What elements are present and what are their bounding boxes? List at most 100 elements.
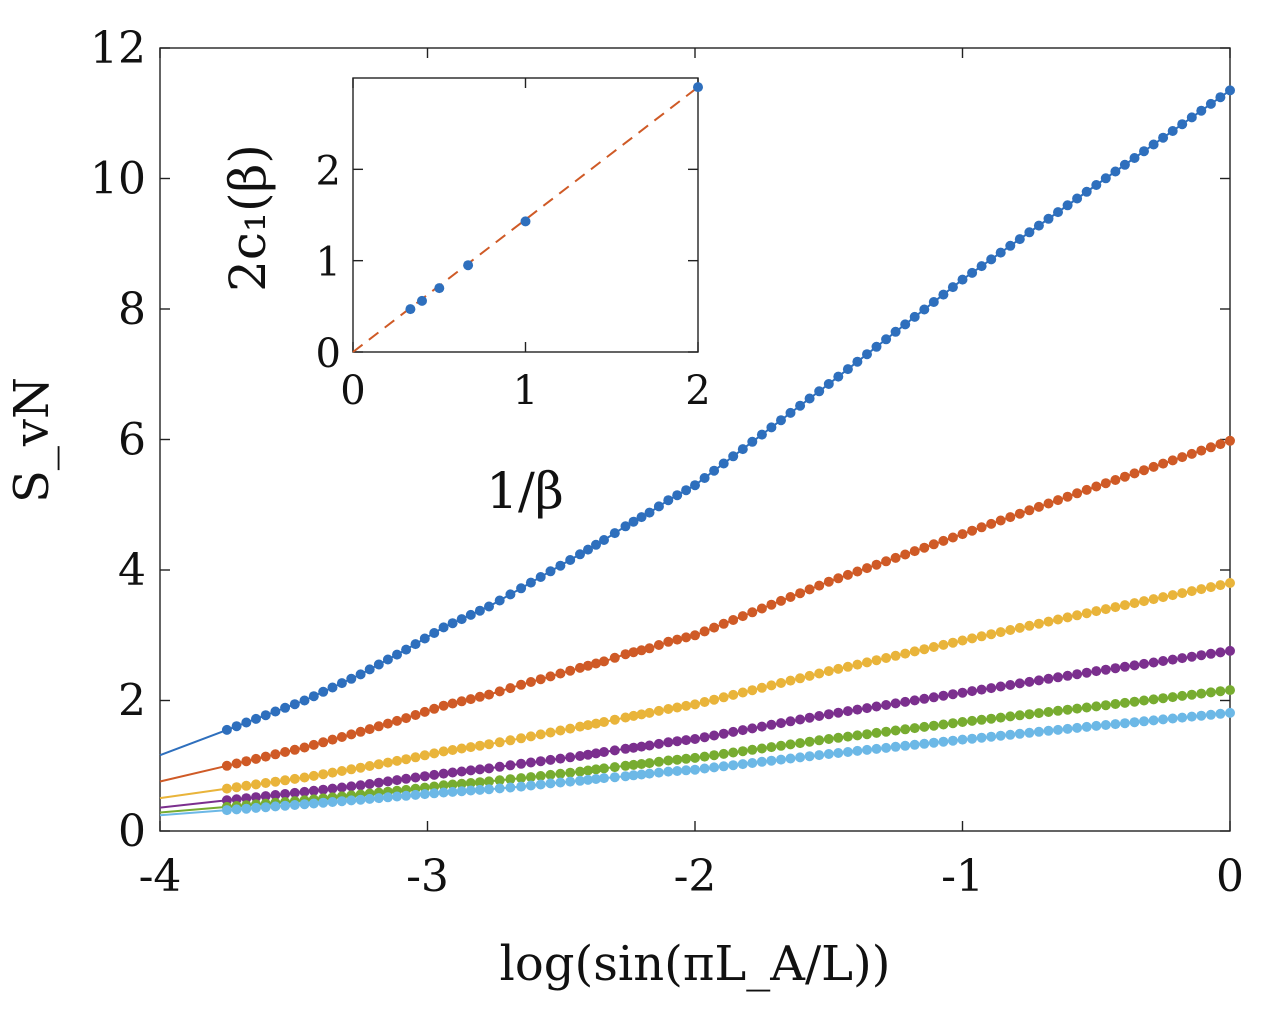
data-point (881, 742, 892, 753)
data-point (494, 595, 505, 606)
data-point (1139, 716, 1149, 727)
data-point (308, 798, 319, 809)
data-point (747, 607, 758, 618)
data-point (318, 686, 329, 697)
data-point (1005, 512, 1016, 523)
data-point (1014, 710, 1025, 721)
data-point (494, 737, 505, 748)
data-point (690, 734, 700, 744)
y-tick-label: 8 (118, 284, 146, 335)
data-point (260, 802, 271, 813)
data-point (814, 386, 825, 397)
data-point (947, 689, 958, 700)
data-point (583, 765, 593, 776)
data-point (690, 480, 700, 491)
x-tick-label: 1 (513, 368, 538, 414)
data-point (318, 769, 329, 780)
data-point (565, 555, 576, 565)
data-point (221, 805, 232, 816)
data-point (976, 684, 987, 695)
data-point (957, 529, 968, 540)
data-point (737, 725, 748, 736)
y-tick-label: 0 (316, 331, 341, 377)
data-point (599, 747, 609, 757)
data-point (1024, 676, 1035, 687)
data-point (1167, 654, 1178, 665)
data-point (1110, 475, 1121, 485)
data-point (260, 751, 271, 762)
data-point (516, 733, 527, 744)
data-point (447, 618, 458, 629)
data-point (947, 735, 958, 746)
data-point (299, 772, 310, 783)
data-point (280, 747, 291, 757)
data-point (456, 778, 467, 789)
data-point (364, 761, 375, 771)
data-point (1186, 689, 1197, 700)
data-point (1215, 708, 1226, 719)
data-point (545, 754, 556, 765)
data-point (535, 779, 546, 790)
data-point (1024, 727, 1035, 738)
data-point (565, 665, 576, 676)
data-point (505, 774, 516, 785)
data-point (728, 760, 739, 771)
data-point (591, 748, 601, 759)
data-point (833, 748, 844, 758)
data-point (663, 737, 674, 748)
data-point (776, 678, 786, 688)
data-point (382, 654, 393, 665)
data-point (1139, 658, 1149, 669)
data-point (484, 689, 494, 700)
data-point (1110, 663, 1121, 674)
data-point (289, 699, 300, 710)
data-point (709, 622, 720, 633)
data-point (653, 501, 664, 512)
x-tick-label: 0 (1216, 851, 1244, 902)
data-point (737, 687, 748, 698)
data-point (663, 755, 674, 766)
data-point (756, 743, 767, 754)
data-point (690, 699, 700, 710)
data-point (308, 691, 319, 702)
data-point (1186, 586, 1197, 597)
data-point (299, 695, 310, 706)
data-point (1148, 461, 1159, 472)
data-point (881, 556, 892, 567)
data-point (967, 525, 978, 536)
data-point (718, 458, 729, 469)
data-point (1062, 200, 1073, 211)
data-point (636, 759, 647, 769)
data-point (599, 535, 609, 545)
data-point (881, 653, 892, 663)
data-point (976, 714, 987, 725)
data-point (575, 662, 585, 673)
y-tick-label: 12 (90, 23, 146, 74)
data-point (364, 779, 375, 789)
data-point (681, 735, 692, 746)
data-point (636, 512, 647, 523)
data-point (938, 535, 949, 546)
data-point (967, 633, 978, 644)
data-point (280, 702, 291, 713)
data-point (881, 700, 892, 710)
data-point (620, 712, 631, 723)
data-point (1081, 702, 1092, 713)
data-point (545, 727, 556, 738)
data-point (221, 760, 232, 771)
data-point (928, 720, 939, 731)
data-point (1062, 612, 1073, 623)
data-point (938, 639, 949, 650)
data-point (620, 649, 631, 660)
data-point (795, 752, 806, 763)
data-point (1158, 458, 1169, 469)
data-point (599, 763, 609, 774)
data-point (1014, 622, 1025, 633)
data-point (516, 758, 527, 769)
data-point (900, 740, 911, 751)
data-point (1186, 651, 1197, 662)
data-point (804, 393, 815, 404)
data-point (620, 771, 631, 782)
data-point (1215, 647, 1226, 658)
data-point (1110, 166, 1121, 177)
